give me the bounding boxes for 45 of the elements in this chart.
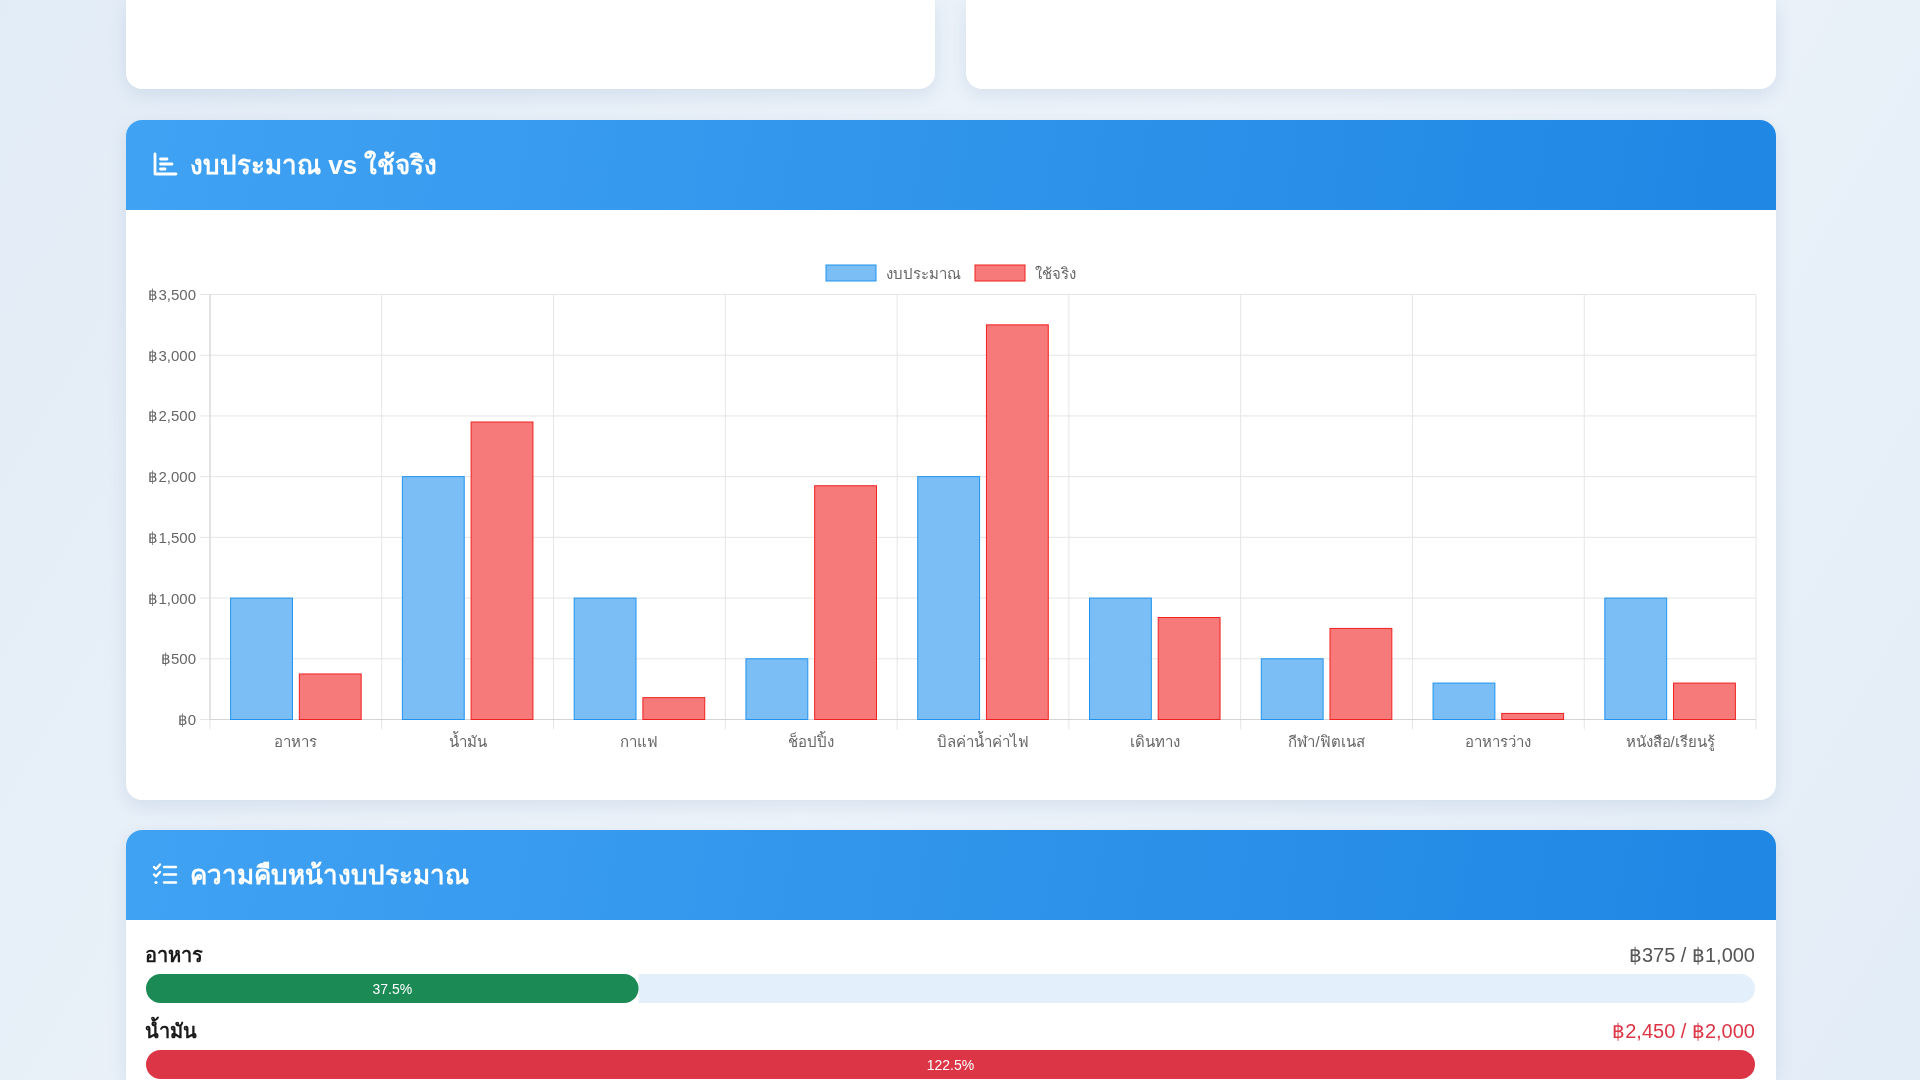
bar (470, 421, 534, 720)
bar (230, 597, 293, 720)
x-tick-label: อาหารว่าง (1465, 732, 1532, 750)
x-tick-label: กาแฟ (620, 732, 659, 750)
bar (401, 476, 465, 720)
bar (1604, 597, 1668, 720)
legend-label: ใช้จริง (1035, 264, 1076, 282)
y-tick-label: ฿3,500 (148, 286, 196, 303)
y-tick-label: ฿0 (177, 711, 196, 728)
bar (917, 476, 981, 720)
chart-title: งบประมาณ vs ใช้จริง (190, 149, 438, 182)
bar (1501, 712, 1565, 720)
y-tick-label: ฿1,000 (148, 589, 196, 607)
y-tick-label: ฿1,500 (148, 528, 196, 546)
chart-title: ความคืบหน้างบประมาณ (190, 859, 469, 892)
y-tick-label: ฿2,500 (148, 407, 196, 425)
data-label: 37.5% (372, 980, 413, 997)
bar (1329, 627, 1393, 720)
annotation: ฿375 / ฿1,000 (1628, 944, 1755, 966)
bar (573, 597, 637, 720)
bar (298, 673, 362, 720)
bar (1673, 682, 1736, 720)
y-tick-label: ฿3,000 (148, 346, 196, 364)
bar (1089, 597, 1152, 720)
bar (1260, 658, 1324, 720)
x-tick-label: น้ำมัน (448, 730, 487, 750)
y-tick-label: น้ำมัน (145, 1016, 197, 1042)
x-tick-label: เดินทาง (1129, 732, 1180, 750)
x-tick-label: อาหาร (274, 732, 318, 750)
bar (985, 324, 1049, 720)
x-tick-label: หนังสือ/เรียนรู้ (1625, 732, 1715, 751)
x-tick-label: ช็อปปิ้ง (788, 730, 835, 750)
annotation: ฿2,450 / ฿2,000 (1612, 1020, 1755, 1042)
bar (1432, 682, 1496, 720)
bar (642, 697, 706, 720)
legend-label: งบประมาณ (886, 264, 961, 282)
data-label: 122.5% (926, 1056, 975, 1073)
y-tick-label: ฿500 (160, 650, 196, 668)
x-tick-label: บิลค่าน้ำค่าไฟ (937, 730, 1029, 750)
y-tick-label: อาหาร (145, 944, 203, 966)
x-tick-label: กีฬา/ฟิตเนส (1288, 732, 1365, 750)
y-tick-label: ฿2,000 (148, 468, 196, 486)
bar (745, 658, 809, 720)
bar (814, 485, 877, 720)
bar (1157, 617, 1221, 720)
